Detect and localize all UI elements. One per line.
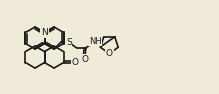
- Text: O: O: [72, 58, 79, 67]
- Text: NH: NH: [89, 37, 101, 46]
- Text: N: N: [41, 28, 48, 37]
- Text: O: O: [106, 49, 113, 58]
- Text: O: O: [81, 55, 88, 64]
- Text: S: S: [66, 38, 72, 47]
